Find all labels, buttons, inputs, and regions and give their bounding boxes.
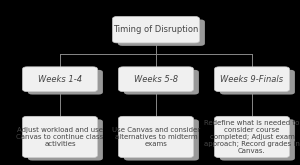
- FancyBboxPatch shape: [118, 19, 205, 46]
- FancyBboxPatch shape: [124, 70, 199, 95]
- Text: Weeks 9-Finals: Weeks 9-Finals: [220, 75, 284, 84]
- FancyBboxPatch shape: [214, 116, 290, 158]
- FancyBboxPatch shape: [220, 119, 295, 161]
- Text: Weeks 5-8: Weeks 5-8: [134, 75, 178, 84]
- Text: Adjust workload and use
Canvas to continue class
activities: Adjust workload and use Canvas to contin…: [16, 127, 104, 147]
- FancyBboxPatch shape: [214, 67, 290, 92]
- Text: Use Canvas and consider
alternatives to midterm
exams: Use Canvas and consider alternatives to …: [112, 127, 200, 147]
- FancyBboxPatch shape: [22, 67, 98, 92]
- FancyBboxPatch shape: [112, 16, 200, 43]
- FancyBboxPatch shape: [220, 70, 295, 95]
- FancyBboxPatch shape: [28, 119, 103, 161]
- FancyBboxPatch shape: [124, 119, 199, 161]
- FancyBboxPatch shape: [118, 67, 194, 92]
- FancyBboxPatch shape: [28, 70, 103, 95]
- Text: Timing of Disruption: Timing of Disruption: [113, 25, 199, 34]
- Text: Weeks 1-4: Weeks 1-4: [38, 75, 82, 84]
- FancyBboxPatch shape: [22, 116, 98, 158]
- FancyBboxPatch shape: [118, 116, 194, 158]
- Text: Redefine what is needed to
consider course
completed; Adjust exam
approach; Reco: Redefine what is needed to consider cour…: [204, 120, 300, 154]
